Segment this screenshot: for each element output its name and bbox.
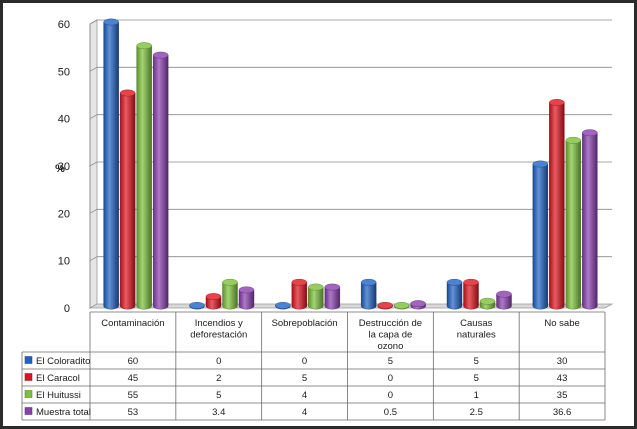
bar: [275, 301, 291, 310]
data-label: 43: [557, 373, 568, 384]
data-label: 60: [128, 356, 139, 367]
data-label: 53: [128, 407, 139, 418]
data-label: 30: [557, 356, 568, 367]
y-tick-label: 50: [58, 66, 70, 78]
gridline-diag: [89, 19, 98, 25]
bar: [496, 290, 512, 310]
data-label: 5: [216, 390, 221, 401]
bar: [291, 278, 308, 310]
data-label: 5: [388, 356, 393, 367]
bar: [308, 283, 324, 310]
bar: [360, 278, 377, 310]
category-label: Incendios y deforestación: [190, 318, 247, 341]
data-label: 1: [474, 390, 479, 401]
data-label: 45: [128, 373, 139, 384]
data-label: 55: [128, 390, 139, 401]
data-label: 3.4: [212, 407, 225, 418]
data-label: 5: [474, 373, 479, 384]
data-label: 0: [388, 373, 393, 384]
bar: [152, 51, 169, 310]
category-label: Causas naturales: [457, 318, 496, 341]
data-label: 0.5: [384, 407, 397, 418]
bar: [222, 278, 238, 310]
y-tick-label: 0: [64, 303, 70, 315]
data-label: 4: [302, 390, 307, 401]
bar: [189, 301, 205, 310]
bar: [103, 18, 119, 310]
legend-swatch: [24, 407, 33, 415]
bar: [136, 42, 152, 310]
bar: [410, 300, 426, 310]
bar: [205, 293, 222, 310]
bar: [238, 286, 255, 310]
bar: [119, 89, 136, 310]
bar: [565, 136, 582, 310]
legend-label: El Coloradito: [36, 356, 90, 367]
y-tick-label: 20: [58, 208, 70, 220]
bar: [446, 278, 463, 310]
data-label: 36.6: [553, 407, 572, 418]
y-tick-label: 60: [58, 19, 70, 31]
bar: [377, 301, 393, 310]
gridline-diag: [89, 114, 98, 120]
data-label: 5: [474, 356, 479, 367]
gridline-diag: [89, 208, 98, 214]
bar: [324, 283, 341, 310]
y-axis-label: %: [55, 163, 65, 175]
category-label: Destrucción de la capa de ozono: [359, 318, 422, 352]
bar: [393, 301, 410, 310]
category-label: Contaminación: [101, 318, 164, 329]
legend-label: El Huitussi: [36, 390, 81, 401]
y-tick-label: 10: [58, 256, 70, 268]
data-label: 35: [557, 390, 568, 401]
y-tick-label: 40: [58, 114, 70, 126]
data-label: 0: [216, 356, 221, 367]
data-label: 0: [302, 356, 307, 367]
category-label: Sobrepoblación: [272, 318, 338, 329]
bar: [479, 297, 496, 310]
gridline-diag: [89, 161, 98, 167]
bar: [463, 278, 479, 310]
bar: [532, 160, 549, 310]
legend-swatch: [24, 390, 33, 398]
gridline-diag: [89, 256, 98, 262]
legend-swatch: [24, 373, 33, 381]
category-label: No sabe: [544, 318, 579, 329]
data-label: 2.5: [470, 407, 483, 418]
data-label: 0: [388, 390, 393, 401]
data-label: 5: [302, 373, 307, 384]
legend-label: El Caracol: [36, 373, 80, 384]
data-label: 2: [216, 373, 221, 384]
gridline-diag: [89, 66, 98, 72]
y-tick-label: 30: [58, 161, 70, 173]
legend-swatch: [24, 356, 33, 364]
data-label: 4: [302, 407, 307, 418]
bar: [582, 129, 598, 310]
legend-label: Muestra total: [36, 407, 91, 418]
bar: [549, 99, 565, 310]
